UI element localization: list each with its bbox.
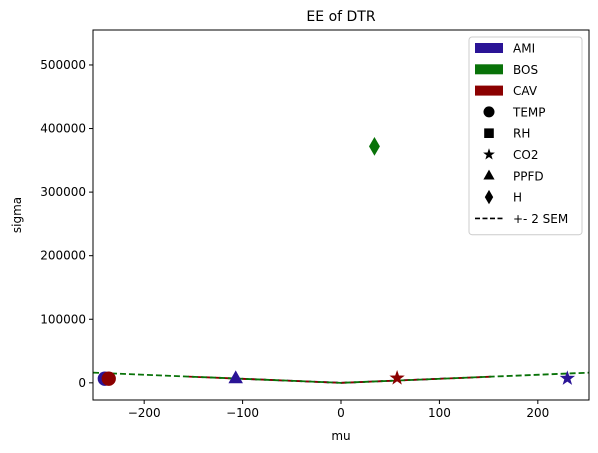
legend-swatch-bos (475, 64, 503, 74)
legend-label-temp: TEMP (512, 105, 546, 119)
x-axis-label: mu (331, 429, 350, 443)
legend-label-2-sem: +- 2 SEM (513, 212, 568, 226)
point-bos-h (369, 137, 380, 156)
legend-label-h: H (513, 191, 522, 205)
legend-swatch-ami (475, 43, 503, 53)
legend-swatch-cav (475, 86, 503, 96)
y-tick-label: 500000 (40, 58, 86, 72)
legend-label-co2: CO2 (513, 148, 538, 162)
legend-marker-rh (484, 128, 494, 138)
x-tick-label: −100 (226, 406, 259, 420)
y-tick-label: 200000 (40, 249, 86, 263)
y-tick-label: 400000 (40, 122, 86, 136)
y-tick-label: 100000 (40, 312, 86, 326)
legend: AMI BOS CAV TEMP RH CO2 PPFD H +- 2 SEM (469, 37, 582, 235)
legend-label-bos: BOS (513, 63, 538, 77)
chart-title: EE of DTR (306, 9, 375, 25)
x-tick-label: −200 (128, 406, 161, 420)
point-cav-temp (102, 372, 116, 386)
legend-label-ppfd: PPFD (513, 169, 544, 183)
legend-label-rh: RH (513, 127, 530, 141)
x-tick-label: 0 (337, 406, 345, 420)
legend-label-cav: CAV (513, 84, 538, 98)
x-tick-label: 200 (526, 406, 549, 420)
y-tick-label: 300000 (40, 185, 86, 199)
point-cav-co2 (389, 370, 404, 385)
y-tick-label: 0 (78, 376, 86, 390)
sem-line-bos (93, 373, 589, 383)
point-ami-ppfd (228, 370, 243, 383)
x-tick-label: 100 (428, 406, 451, 420)
legend-label-ami: AMI (513, 42, 535, 56)
y-axis-label: sigma (10, 197, 24, 233)
legend-marker-temp (484, 106, 495, 117)
